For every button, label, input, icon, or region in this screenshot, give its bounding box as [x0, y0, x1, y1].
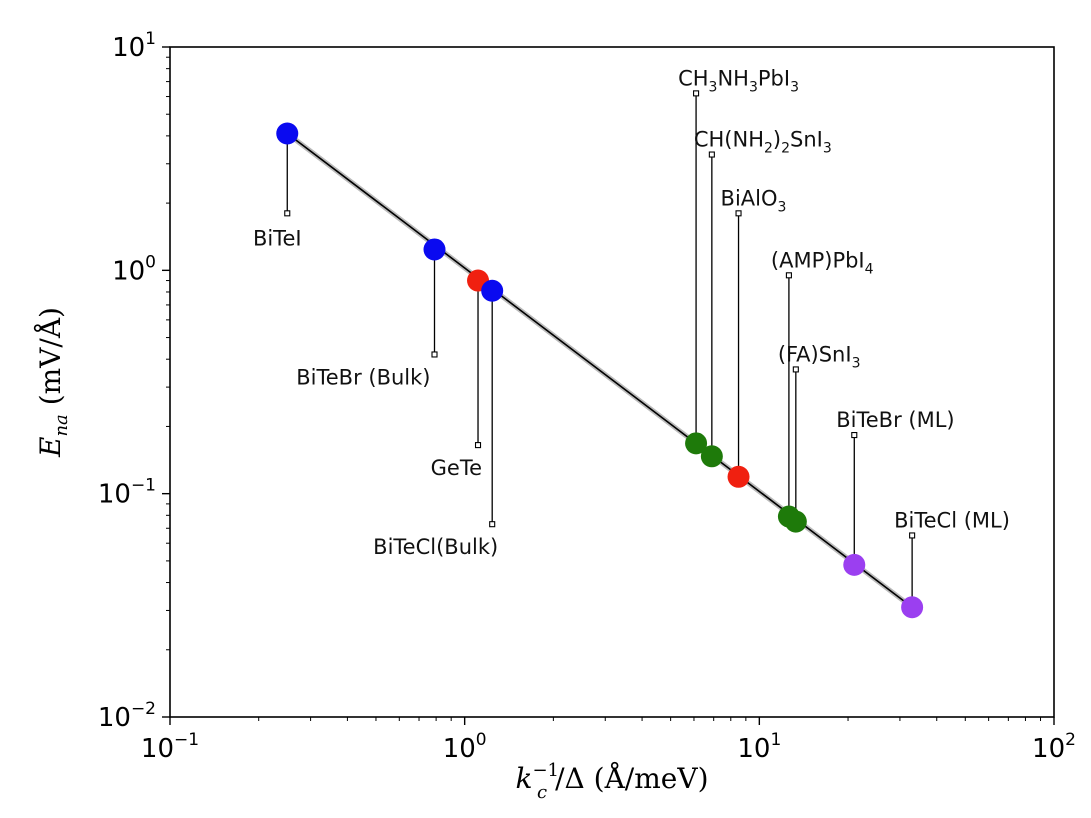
leader-anchor-bitebr-ml — [851, 432, 858, 439]
y-axis-title: Ena (mV/Å) — [34, 307, 72, 458]
label-fa-sni3: (FA)SnI3 — [778, 342, 861, 371]
markers-layer — [276, 122, 924, 619]
leader-anchor-bialo3 — [735, 210, 742, 217]
label-ch3nh3pbi3: CH3NH3PbI3 — [678, 66, 799, 95]
leader-anchor-bitecl-bulk — [489, 521, 496, 528]
marker-fa-sni3 — [784, 510, 807, 533]
y-tick-label-1: 10−1 — [98, 476, 156, 510]
plot-frame — [169, 46, 1055, 718]
axis-titles-layer: k−1 c/Δ (Å/meV) Ena (mV/Å) — [34, 307, 709, 803]
leader-anchor-ch3nh3pbi3 — [693, 90, 700, 97]
fit-line — [286, 132, 913, 608]
marker-bitecl-ml — [901, 596, 924, 619]
y-tick-label-2: 100 — [112, 252, 156, 286]
y-tick-label-0: 10−2 — [98, 699, 156, 733]
leader-anchor-bitecl-ml — [909, 532, 916, 539]
x-axis-title: k−1 c/Δ (Å/meV) — [515, 760, 708, 803]
leader-lines-layer — [284, 90, 916, 608]
y-tick-label-3: 101 — [112, 29, 156, 63]
leader-anchor-gete — [474, 442, 482, 449]
marker-bitecl-bulk — [481, 279, 504, 302]
marker-bialo3 — [727, 465, 750, 488]
marker-bitebr-ml — [843, 553, 866, 576]
x-tick-label-1: 100 — [443, 730, 487, 764]
x-tick-label-2: 101 — [737, 730, 781, 764]
marker-ch3nh3pbi3 — [685, 432, 708, 455]
leader-anchor-fa-sni3 — [792, 366, 799, 373]
label-gete: GeTe — [431, 456, 482, 480]
leader-anchor-amp-pbi4 — [785, 272, 792, 279]
x-tick-label-3: 102 — [1032, 730, 1076, 764]
label-ch-nh2-2sni3: CH(NH2)2SnI3 — [694, 128, 832, 157]
marker-bitei — [276, 122, 299, 145]
label-bitecl-bulk: BiTeCl(Bulk) — [373, 535, 498, 559]
marker-ch-nh2-2sni3 — [700, 445, 723, 468]
leader-anchor-bitebr-bulk — [431, 351, 438, 358]
x-tick-label-0: 10−1 — [141, 730, 199, 764]
labels-layer: BiTeI BiTeBr (Bulk) GeTe BiTeCl(Bulk) CH3NH3… — [253, 66, 1010, 559]
leader-anchor-ch-nh2-2sni3 — [708, 151, 715, 158]
label-bitebr-ml: BiTeBr (ML) — [836, 408, 954, 432]
label-bitecl-ml: BiTeCl (ML) — [894, 508, 1010, 532]
leader-anchor-bitei — [284, 210, 291, 217]
label-bialo3: BiAlO3 — [721, 186, 787, 215]
marker-bitebr-bulk — [423, 238, 446, 261]
label-bitebr-bulk: BiTeBr (Bulk) — [296, 365, 430, 389]
fit-line-layer — [284, 130, 915, 610]
label-bitei: BiTeI — [253, 226, 302, 250]
label-amp-pbi4: (AMP)PbI4 — [771, 248, 874, 277]
